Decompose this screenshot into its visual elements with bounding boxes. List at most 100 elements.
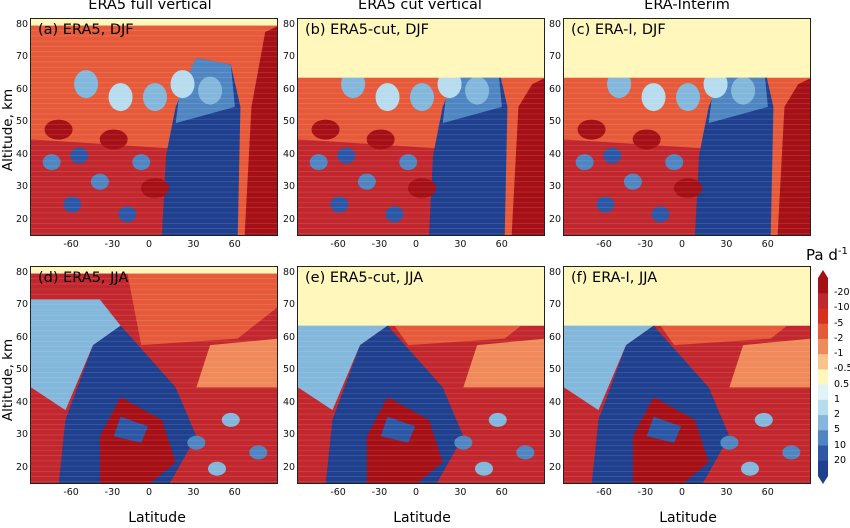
colorbar-tick-label: -0.5 xyxy=(834,363,850,375)
panel-c: (c) ERA-I, DJF xyxy=(563,18,811,236)
field-upper-orange xyxy=(660,307,810,346)
lower-blue-blob xyxy=(399,154,418,171)
y-tick-label: 30 xyxy=(16,181,29,193)
y-tick-label: 30 xyxy=(16,429,29,441)
x-tick-label: -30 xyxy=(371,487,388,498)
colorbar-segment xyxy=(818,278,828,294)
x-tick-label: -30 xyxy=(104,487,121,498)
colorbar-bottom-arrow xyxy=(818,476,828,484)
lower-red-blob xyxy=(632,129,661,150)
lower-blue-blob xyxy=(651,206,670,223)
lower-red-blob xyxy=(141,178,169,199)
panel-b: (b) ERA5-cut, DJF xyxy=(297,18,545,236)
heatmap-field xyxy=(31,19,277,235)
colorbar-tick-label: -1 xyxy=(834,348,844,360)
y-tick-label: 30 xyxy=(283,181,296,193)
column-title-era5-cut: ERA5 cut vertical xyxy=(358,0,482,13)
upper-blue-blob xyxy=(198,76,223,105)
y-tick-label: 60 xyxy=(16,83,29,95)
y-tick-label: 60 xyxy=(16,331,29,343)
y-tick-label: 70 xyxy=(283,51,296,63)
y-tick-label: 50 xyxy=(283,116,296,128)
x-tick-label: 60 xyxy=(761,487,774,498)
lower-blue-blob xyxy=(42,154,61,171)
x-axis-label-1: Latitude xyxy=(128,510,186,526)
colorbar-tick-label: 10 xyxy=(834,439,847,451)
colorbar-tick-label: 20 xyxy=(834,454,847,466)
y-tick-label: 30 xyxy=(283,429,296,441)
x-tick-label: 30 xyxy=(454,487,467,498)
colorbar-tick-label: 2 xyxy=(834,409,841,421)
x-tick-label: 30 xyxy=(454,239,467,250)
lower-red-blob xyxy=(366,129,395,150)
y-tick-label: 20 xyxy=(549,461,562,473)
colorbar-tick-label: -20 xyxy=(834,287,850,299)
lower-blue-blob xyxy=(249,445,268,460)
y-tick-label: 50 xyxy=(16,116,29,128)
y-tick-label: 40 xyxy=(16,396,29,408)
upper-blue-blob xyxy=(641,83,666,112)
lower-blue-blob xyxy=(475,461,493,476)
lower-blue-blob xyxy=(208,461,226,476)
lower-blue-blob xyxy=(90,173,109,190)
upper-blue-blob xyxy=(74,70,99,99)
x-axis-label-3: Latitude xyxy=(659,510,717,526)
field-upper-blue xyxy=(31,299,121,411)
panel-label: (d) ERA5, JJA xyxy=(38,270,129,286)
upper-blue-blob xyxy=(465,76,490,105)
colorbar-segment xyxy=(818,369,828,386)
upper-blue-blob xyxy=(108,83,133,112)
y-tick-label: 70 xyxy=(16,51,29,63)
model-top-zone xyxy=(298,267,544,326)
y-tick-label: 80 xyxy=(283,266,296,278)
y-tick-label: 50 xyxy=(549,116,562,128)
lower-blue-blob xyxy=(132,154,151,171)
model-top-zone xyxy=(564,267,810,326)
x-tick-label: -30 xyxy=(104,239,121,250)
lower-blue-blob xyxy=(741,461,759,476)
colorbar-top-arrow xyxy=(818,270,828,278)
y-tick-label: 30 xyxy=(549,429,562,441)
y-tick-label: 20 xyxy=(283,461,296,473)
upper-blue-blob xyxy=(170,70,195,99)
x-tick-label: -30 xyxy=(637,239,654,250)
y-axis-label-bottom: Altitude, km xyxy=(0,338,16,422)
lower-blue-blob xyxy=(720,435,739,450)
field-upper-orange xyxy=(394,307,544,346)
panel-label: (a) ERA5, DJF xyxy=(38,22,134,38)
y-tick-label: 40 xyxy=(283,148,296,160)
x-tick-label: 30 xyxy=(720,239,733,250)
x-tick-label: 0 xyxy=(413,239,420,250)
y-tick-label: 40 xyxy=(16,148,29,160)
field-inner-blue xyxy=(646,416,682,443)
field-polar-red xyxy=(511,78,544,235)
upper-blue-blob xyxy=(375,83,400,112)
y-tick-label: 60 xyxy=(283,331,296,343)
model-top-zone xyxy=(298,19,544,78)
heatmap-field xyxy=(564,267,810,483)
x-tick-label: 60 xyxy=(228,487,241,498)
y-tick-label: 20 xyxy=(549,213,562,225)
y-tick-label: 40 xyxy=(549,148,562,160)
y-tick-label: 60 xyxy=(283,83,296,95)
colorbar-segment xyxy=(818,308,828,325)
field-mid-orange xyxy=(196,338,277,388)
panel-label: (c) ERA-I, DJF xyxy=(571,22,666,38)
field-upper-blue xyxy=(298,299,388,411)
lower-blue-blob xyxy=(488,412,507,427)
x-tick-label: -60 xyxy=(330,487,346,498)
model-top-zone xyxy=(31,19,277,26)
lower-blue-blob xyxy=(596,196,615,213)
upper-blue-blob xyxy=(731,76,756,105)
y-tick-label: 60 xyxy=(549,83,562,95)
colorbar-segment xyxy=(818,415,828,431)
y-tick-label: 20 xyxy=(16,461,29,473)
lower-blue-blob xyxy=(330,196,349,213)
y-tick-label: 70 xyxy=(283,299,296,311)
x-tick-label: 60 xyxy=(228,239,241,250)
colorbar-segment xyxy=(818,323,828,340)
lower-blue-blob xyxy=(665,154,684,171)
field-upper-blue xyxy=(564,299,654,411)
colorbar-tick-label: -2 xyxy=(834,332,844,344)
x-tick-label: 0 xyxy=(679,239,686,250)
